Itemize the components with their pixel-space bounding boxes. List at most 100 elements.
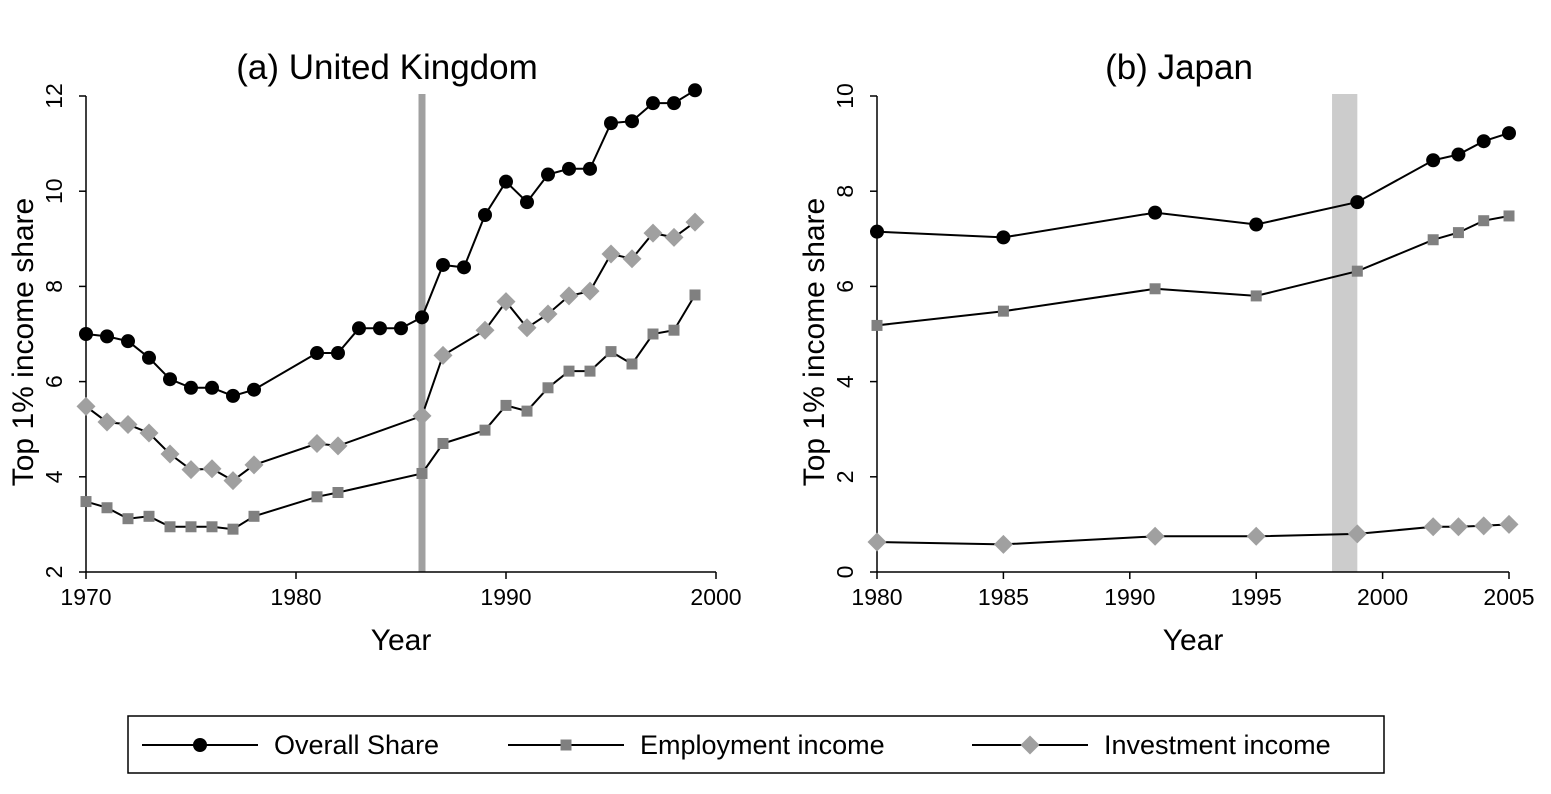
data-point: [1249, 217, 1264, 232]
data-point: [580, 281, 600, 301]
data-point: [185, 521, 197, 533]
data-point: [328, 436, 348, 456]
data-point: [142, 350, 156, 365]
series-line: [85, 294, 696, 531]
data-point: [76, 396, 96, 416]
x-tick-label: 2000: [690, 584, 741, 610]
panel-japan: (b) Japan 0 2 4 6 8 10 1980 1985 1990 1995 2000 2005…: [798, 48, 1535, 657]
data-point: [143, 510, 155, 522]
data-point: [626, 358, 638, 370]
data-point: [646, 96, 660, 111]
data-point: [121, 334, 135, 349]
legend-label: Overall Share: [274, 730, 439, 760]
x-tick-label: 2005: [1483, 584, 1534, 610]
data-point: [436, 257, 450, 272]
data-point: [1426, 153, 1441, 168]
data-point: [478, 208, 492, 222]
data-point: [202, 459, 222, 479]
data-point: [1250, 290, 1262, 302]
legend-marker: [1020, 735, 1040, 755]
legend-box: [127, 715, 1385, 774]
data-point: [1448, 517, 1468, 537]
series-line: [85, 221, 696, 482]
highlight-band: [418, 94, 426, 572]
data-point: [521, 405, 533, 417]
series-line: [876, 215, 1510, 327]
x-tick-label: 1970: [60, 584, 111, 610]
series-overall-share: [870, 126, 1516, 245]
data-point: [871, 319, 883, 331]
y-tick-label: 0: [832, 566, 858, 579]
data-point: [118, 414, 138, 434]
data-point: [667, 96, 681, 111]
data-point: [688, 83, 702, 98]
data-point: [244, 455, 264, 475]
data-point: [1149, 283, 1161, 295]
data-point: [1246, 526, 1266, 546]
data-point: [559, 286, 579, 306]
data-point: [373, 321, 387, 336]
data-point: [412, 406, 432, 426]
data-point: [643, 223, 663, 243]
data-point: [164, 521, 176, 533]
data-point: [479, 424, 491, 436]
data-point: [206, 521, 218, 533]
data-point: [601, 244, 621, 264]
data-point: [867, 532, 887, 552]
y-tick-label: 8: [832, 185, 858, 198]
data-point: [996, 230, 1011, 245]
data-point: [689, 289, 701, 301]
data-point: [415, 310, 429, 325]
data-point: [1350, 195, 1365, 210]
data-point: [517, 318, 537, 338]
legend-item: Investment income: [972, 730, 1331, 760]
data-point: [625, 114, 639, 129]
legend-item: Overall Share: [142, 730, 439, 760]
data-point: [1502, 126, 1516, 141]
series-line: [876, 132, 1510, 239]
data-point: [101, 502, 113, 514]
data-point: [311, 491, 323, 503]
data-point: [1423, 517, 1443, 537]
panel-title: (a) United Kingdom: [236, 48, 538, 87]
data-point: [520, 195, 534, 210]
data-point: [496, 292, 516, 312]
data-point: [1351, 265, 1363, 277]
data-point: [352, 321, 366, 336]
y-tick-label: 12: [41, 83, 67, 109]
data-point: [205, 380, 219, 395]
data-point: [1148, 205, 1163, 220]
legend-marker: [193, 738, 207, 752]
data-point: [227, 523, 239, 535]
legend-marker: [560, 739, 572, 751]
highlight-band: [1332, 94, 1358, 572]
data-point: [1427, 234, 1439, 246]
data-point: [1451, 147, 1466, 162]
x-tick-label: 1990: [480, 584, 531, 610]
data-point: [1503, 210, 1515, 222]
data-point: [541, 167, 555, 182]
data-point: [80, 496, 92, 508]
data-point: [647, 328, 659, 340]
data-point: [1474, 516, 1494, 536]
y-tick-label: 2: [832, 470, 858, 483]
data-point: [1499, 514, 1519, 534]
series-investment-income: [76, 212, 705, 491]
data-point: [437, 437, 449, 449]
y-tick-label: 4: [832, 375, 858, 388]
data-point: [563, 365, 575, 377]
series-line: [876, 523, 1510, 546]
y-tick-label: 2: [41, 566, 67, 579]
y-tick-label: 6: [832, 280, 858, 293]
data-point: [226, 388, 240, 403]
data-point: [332, 487, 344, 499]
panel-united-kingdom: (a) United Kingdom 2 4 6 8 10 12 1970 1980 1990 20…: [7, 48, 742, 657]
y-tick-label: 4: [41, 470, 67, 483]
data-point: [416, 467, 428, 479]
y-axis-label: Top 1% income share: [7, 198, 40, 487]
data-point: [163, 372, 177, 387]
data-point: [223, 471, 243, 491]
data-point: [247, 382, 261, 397]
data-point: [307, 433, 327, 453]
